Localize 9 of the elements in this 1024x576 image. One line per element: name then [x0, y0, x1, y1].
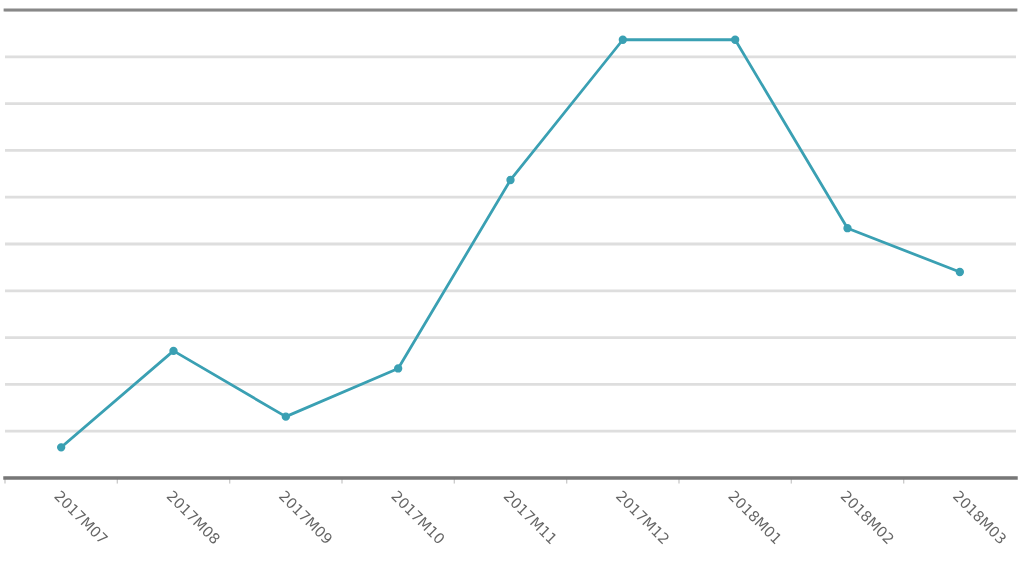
- point: [393, 364, 403, 373]
- point: [730, 35, 740, 44]
- point: [281, 412, 291, 421]
- point: [56, 443, 66, 452]
- point: [955, 267, 965, 277]
- point: [169, 346, 178, 356]
- point: [843, 224, 852, 233]
- point: [618, 35, 628, 44]
- point: [506, 175, 515, 185]
